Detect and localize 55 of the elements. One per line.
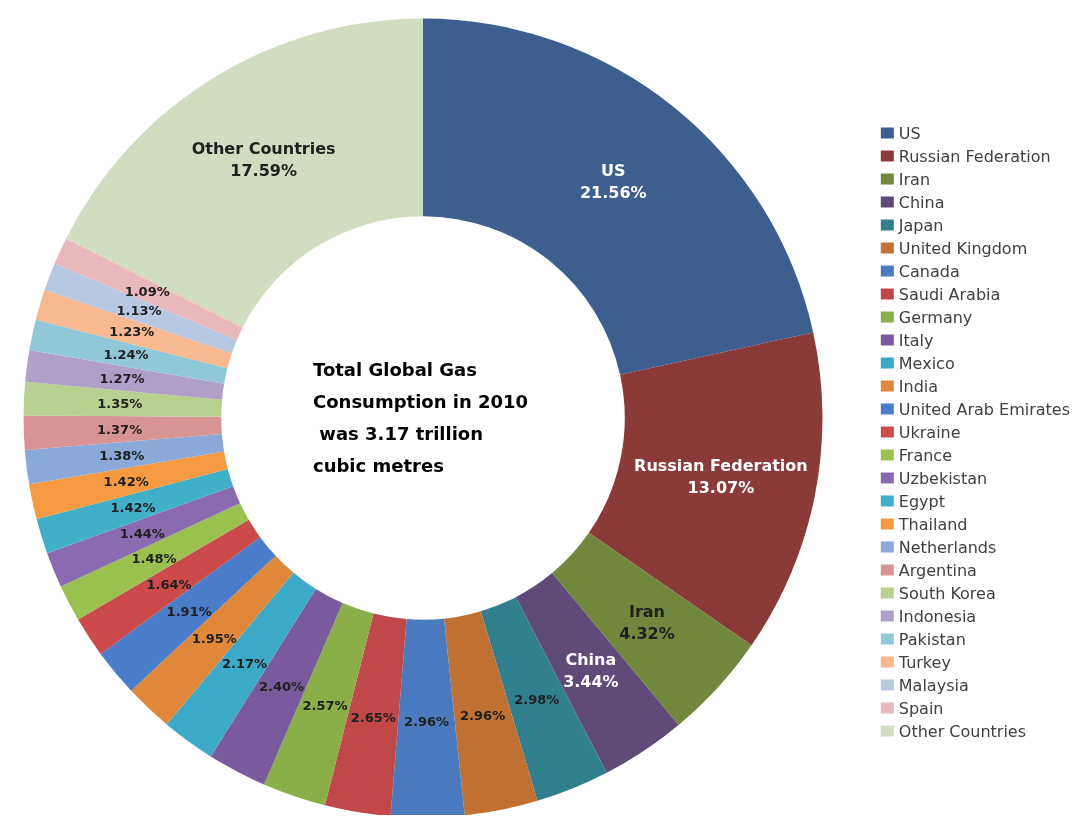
data-label: 2.96% — [403, 714, 450, 730]
data-label: 2.98% — [514, 691, 560, 707]
data-label: 2.57% — [302, 697, 348, 713]
legend-label: China — [898, 192, 945, 212]
legend-label: US — [898, 123, 921, 143]
data-label: 1.95% — [191, 631, 237, 647]
legend-label: United Arab Emirates — [898, 399, 1070, 419]
legend-label: France — [898, 445, 952, 465]
legend-label: Russian Federation — [898, 146, 1051, 166]
legend-label: Italy — [898, 330, 934, 350]
legend-label: Mexico — [898, 353, 955, 373]
legend-label: Indonesia — [898, 606, 977, 626]
legend-label: Pakistan — [898, 629, 966, 649]
data-label: 2.65% — [350, 710, 396, 725]
legend-label: Argentina — [898, 560, 977, 580]
data-label: 1.37% — [97, 421, 143, 437]
legend-label: United Kingdom — [898, 238, 1028, 258]
legend-label: Netherlands — [898, 537, 997, 557]
legend-label: Iran — [898, 169, 931, 189]
legend-label: Egypt — [898, 491, 945, 511]
legend-label: Turkey — [897, 652, 951, 672]
legend-label: Japan — [897, 215, 944, 235]
data-label: 1.42% — [110, 500, 156, 516]
data-label: 1.44% — [119, 526, 165, 542]
data-label: US 21.56% — [579, 160, 647, 202]
data-label: 1.64% — [146, 576, 192, 592]
data-label: 1.24% — [103, 347, 149, 363]
legend-label: India — [898, 376, 939, 396]
data-label: 1.27% — [99, 370, 145, 386]
data-label: 1.09% — [124, 283, 170, 299]
text: Total Global Gas Consumption in 2010 was 3.17 trillion cubic metres — [313, 358, 529, 476]
data-label: 2.96% — [460, 708, 506, 724]
legend-label: Germany — [898, 307, 973, 327]
legend-label: Malaysia — [898, 675, 969, 695]
data-label: 1.35% — [97, 395, 143, 411]
data-label: 2.40% — [258, 679, 305, 695]
legend-label: Other Countries — [898, 721, 1027, 741]
legend-label: Saudi Arabia — [898, 284, 1001, 304]
data-label: Russian Federation 13.07% — [634, 456, 808, 498]
legend-label: Thailand — [897, 514, 968, 534]
data-label: 1.13% — [116, 303, 162, 319]
data-label: 1.48% — [131, 551, 177, 567]
legend-label: Canada — [898, 261, 960, 281]
data-label: 1.23% — [109, 324, 155, 340]
legend-label: Uzbekistan — [898, 468, 988, 488]
legend-label: Spain — [898, 698, 944, 718]
data-label: 1.38% — [99, 447, 145, 463]
data-label: Iran 4.32% — [619, 602, 675, 644]
data-label: China 3.44% — [563, 650, 619, 692]
data-label: 2.17% — [221, 656, 268, 672]
legend-label: Ukraine — [898, 422, 961, 442]
data-label: Other Countries 17.59% — [191, 139, 336, 181]
legend-label: South Korea — [898, 583, 996, 603]
data-label: 1.91% — [166, 604, 212, 620]
data-label: 1.42% — [103, 474, 149, 490]
